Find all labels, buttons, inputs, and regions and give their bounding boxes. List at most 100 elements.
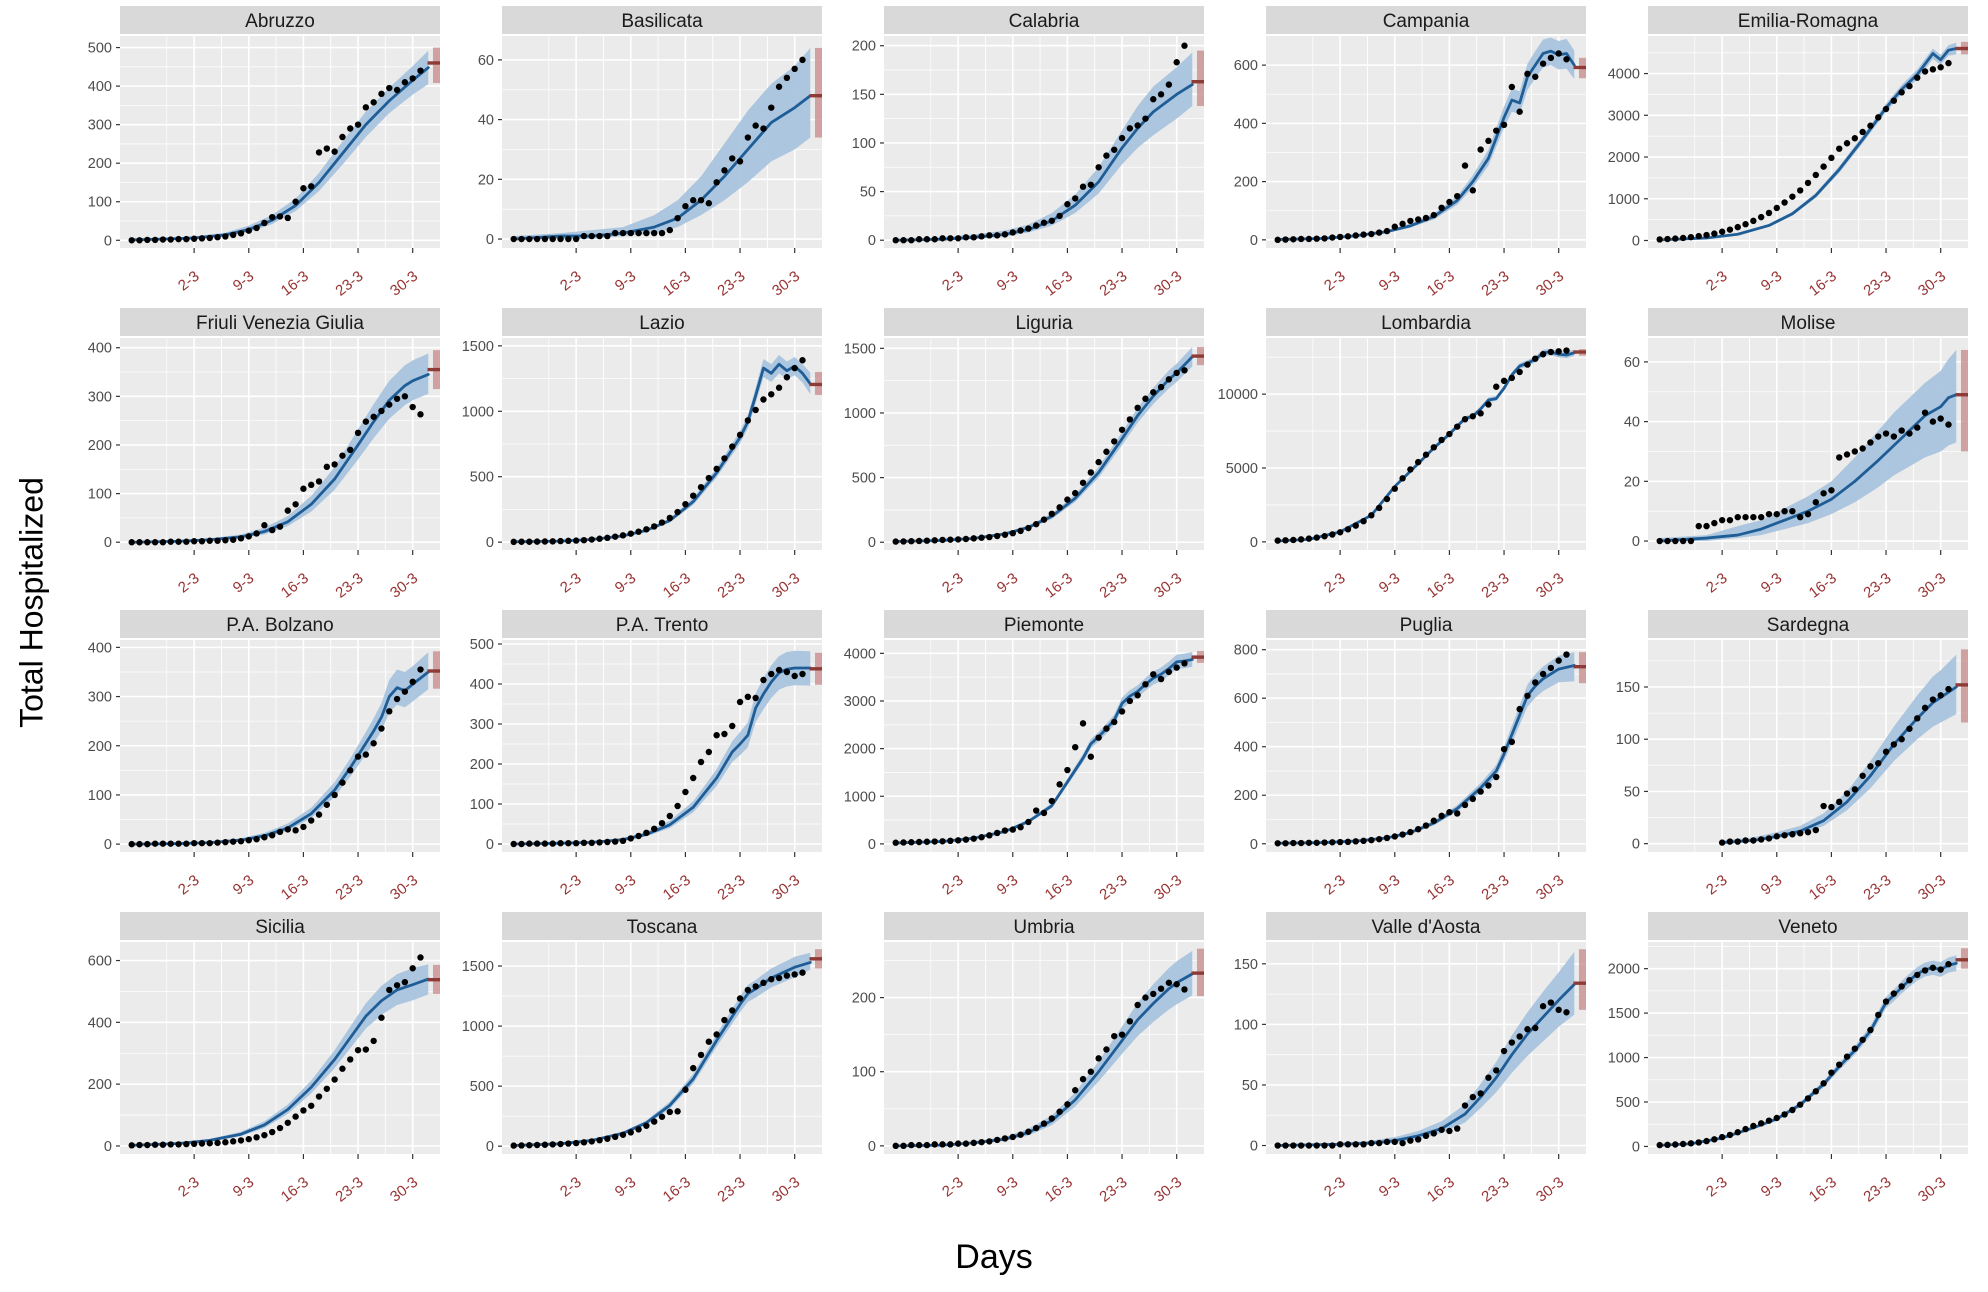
- x-axis: 2-3 9-3 16-3 23-3 30-3: [1321, 550, 1567, 602]
- observed-points: [128, 954, 424, 1149]
- strip: [1266, 912, 1586, 940]
- fit-line: [894, 658, 1194, 845]
- y-axis-tick-label: 100: [88, 487, 112, 503]
- x-axis-tick-label: 9-3: [612, 570, 640, 597]
- x-axis-tick-label: 2-3: [175, 570, 203, 597]
- observed-points: [1656, 409, 1952, 545]
- y-axis-tick-label: 500: [470, 1079, 494, 1095]
- y-axis-tick-label: 600: [1234, 691, 1258, 707]
- x-axis-tick-label: 9-3: [994, 1174, 1022, 1201]
- x-axis-tick-label: 23-3: [1860, 1174, 1894, 1206]
- strip: [1266, 6, 1586, 34]
- confidence-ribbon: [131, 353, 429, 543]
- fit-line: [1658, 47, 1958, 242]
- y-axis-tick-label: 100: [470, 797, 494, 813]
- y-axis-tick-label: 200: [88, 739, 112, 755]
- facet-lombardia: Lombardia 0 5000 10000 2-3 9-3 16-3 23-3 30-3: [1218, 308, 1586, 602]
- y-axis-tick-label: 4000: [844, 646, 876, 662]
- y-axis-tick-label: 0: [104, 1139, 112, 1155]
- x-axis-tick-label: 16-3: [1424, 1174, 1458, 1206]
- strip: [120, 610, 440, 638]
- y-axis-tick-label: 600: [88, 954, 112, 970]
- x-axis-tick-label: 9-3: [612, 872, 640, 899]
- y-axis-tick-label: 0: [1250, 233, 1258, 249]
- x-axis-tick-label: 2-3: [175, 268, 203, 295]
- observed-points: [1274, 347, 1570, 544]
- observed-points: [892, 979, 1188, 1150]
- x-axis-tick-label: 30-3: [1915, 570, 1949, 602]
- y-axis-tick-label: 400: [470, 677, 494, 693]
- x-axis-tick-label: 9-3: [994, 872, 1022, 899]
- strip-title: Lazio: [639, 313, 684, 334]
- panel-background: [884, 942, 1204, 1154]
- grid-minor: [884, 640, 1204, 852]
- x-axis-title: Days: [955, 1238, 1033, 1276]
- forecast-band: [1960, 349, 1968, 452]
- confidence-ribbon: [1722, 654, 1957, 844]
- strip: [502, 912, 822, 940]
- x-axis-tick-label: 23-3: [1478, 570, 1512, 602]
- x-axis-tick-label: 23-3: [1096, 570, 1130, 602]
- x-axis-tick-label: 23-3: [714, 268, 748, 300]
- x-axis-tick-label: 16-3: [1424, 268, 1458, 300]
- x-axis-tick-label: 23-3: [714, 570, 748, 602]
- x-axis: 2-3 9-3 16-3 23-3 30-3: [939, 1154, 1185, 1206]
- y-axis-tick-label: 300: [88, 118, 112, 134]
- strip: [1648, 610, 1968, 638]
- y-axis-tick-label: 200: [470, 757, 494, 773]
- x-axis-tick-label: 9-3: [612, 268, 640, 295]
- facet-p-a-bolzano: P.A. Bolzano 0 100 200 300 400 2-3 9-3 16-3 23-3 3…: [88, 610, 440, 904]
- y-axis-tick-label: 500: [88, 41, 112, 57]
- y-axis: 0 100 200 300 400 500: [470, 637, 502, 853]
- y-axis: 0 100 200 300 400: [88, 341, 120, 551]
- y-axis-tick-label: 150: [852, 87, 876, 103]
- x-axis-tick-label: 30-3: [387, 268, 421, 300]
- x-axis: 2-3 9-3 16-3 23-3 30-3: [557, 550, 803, 602]
- y-axis: 0 50 100 150 200: [852, 39, 884, 249]
- x-axis-tick-label: 30-3: [1151, 268, 1185, 300]
- grid-major: [1648, 338, 1968, 550]
- y-axis-tick-label: 0: [1632, 837, 1640, 853]
- x-axis-tick-label: 2-3: [557, 268, 585, 295]
- y-axis-tick-label: 100: [1234, 1017, 1258, 1033]
- x-axis: 2-3 9-3 16-3 23-3 30-3: [1703, 852, 1949, 904]
- facet-puglia: Puglia 0 200 400 600 800 2-3 9-3 16-3 23-3 30-3: [1234, 610, 1586, 904]
- y-axis-tick-label: 500: [470, 470, 494, 486]
- y-axis-tick-label: 400: [88, 640, 112, 656]
- grid-minor: [884, 338, 1204, 550]
- x-axis-tick-label: 2-3: [1703, 570, 1731, 597]
- panel-background: [120, 942, 440, 1154]
- observed-points: [892, 660, 1188, 846]
- facet-lazio: Lazio 0 500 1000 1500 2-3 9-3 16-3 23-3 30-3: [462, 308, 822, 602]
- strip-title: Sardegna: [1767, 615, 1850, 636]
- y-axis: 0 1000 2000 3000 4000: [1608, 67, 1648, 249]
- y-axis-tick-label: 1500: [1608, 1006, 1640, 1022]
- x-axis-tick-label: 2-3: [1703, 872, 1731, 899]
- x-axis: 2-3 9-3 16-3 23-3 30-3: [1321, 852, 1567, 904]
- x-axis-tick-label: 30-3: [769, 570, 803, 602]
- observed-points: [510, 357, 806, 546]
- x-axis-tick-label: 2-3: [175, 872, 203, 899]
- x-axis-tick-label: 9-3: [994, 570, 1022, 597]
- strip-title: P.A. Bolzano: [226, 615, 333, 636]
- x-axis-tick-label: 30-3: [387, 872, 421, 904]
- x-axis-tick-label: 9-3: [612, 1174, 640, 1201]
- grid-minor: [1648, 942, 1968, 1154]
- y-axis-tick-label: 3000: [1608, 108, 1640, 124]
- y-axis: 0 20 40 60: [478, 53, 502, 248]
- x-axis: 2-3 9-3 16-3 23-3 30-3: [1321, 1154, 1567, 1206]
- y-axis-tick-label: 100: [852, 1065, 876, 1081]
- x-axis-tick-label: 9-3: [1758, 570, 1786, 597]
- y-axis-tick-label: 1000: [1608, 192, 1640, 208]
- y-axis-tick-label: 400: [1234, 740, 1258, 756]
- y-axis-tick-label: 1500: [462, 959, 494, 975]
- y-axis-tick-label: 200: [88, 156, 112, 172]
- x-axis: 2-3 9-3 16-3 23-3 30-3: [1703, 1154, 1949, 1206]
- confidence-ribbon: [1277, 37, 1575, 240]
- x-axis-tick-label: 23-3: [332, 1174, 366, 1206]
- x-axis-tick-label: 30-3: [1533, 268, 1567, 300]
- strip-title: Lombardia: [1381, 313, 1471, 334]
- facet-sardegna: Sardegna 0 50 100 150 2-3 9-3 16-3 23-3 30-3: [1616, 610, 1968, 904]
- y-axis-tick-label: 1000: [844, 789, 876, 805]
